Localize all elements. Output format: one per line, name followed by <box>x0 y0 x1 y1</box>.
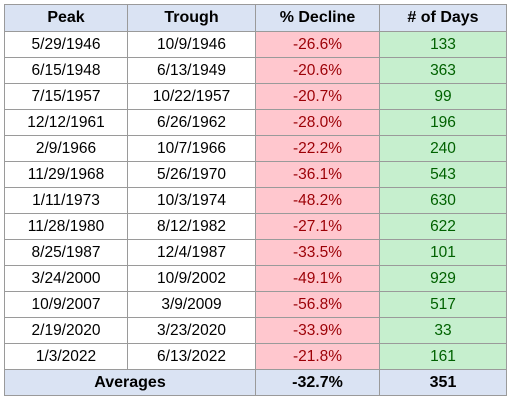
averages-label: Averages <box>4 369 256 396</box>
trough-cell: 5/26/1970 <box>127 161 256 188</box>
days-cell: 196 <box>379 109 507 136</box>
table-footer: Averages -32.7% 351 <box>4 369 507 396</box>
trough-cell: 8/12/1982 <box>127 213 256 240</box>
days-cell: 133 <box>379 31 507 58</box>
header-row: Peak Trough % Decline # of Days <box>4 4 507 32</box>
header-peak: Peak <box>4 4 128 32</box>
decline-cell: -20.6% <box>255 57 380 84</box>
trough-cell: 3/9/2009 <box>127 291 256 318</box>
peak-cell: 8/25/1987 <box>4 239 128 266</box>
days-cell: 929 <box>379 265 507 292</box>
decline-cell: -28.0% <box>255 109 380 136</box>
trough-cell: 6/13/2022 <box>127 343 256 370</box>
days-cell: 33 <box>379 317 507 344</box>
table-row: 11/28/1980 8/12/1982 -27.1% 622 <box>4 213 507 240</box>
table-header: Peak Trough % Decline # of Days <box>4 4 507 32</box>
trough-cell: 6/13/1949 <box>127 57 256 84</box>
trough-cell: 12/4/1987 <box>127 239 256 266</box>
decline-cell: -22.2% <box>255 135 380 162</box>
trough-cell: 10/7/1966 <box>127 135 256 162</box>
decline-cell: -26.6% <box>255 31 380 58</box>
average-days: 351 <box>379 369 507 396</box>
peak-cell: 10/9/2007 <box>4 291 128 318</box>
decline-cell: -49.1% <box>255 265 380 292</box>
days-cell: 517 <box>379 291 507 318</box>
days-cell: 99 <box>379 83 507 110</box>
days-cell: 161 <box>379 343 507 370</box>
decline-cell: -56.8% <box>255 291 380 318</box>
peak-cell: 11/28/1980 <box>4 213 128 240</box>
decline-cell: -21.8% <box>255 343 380 370</box>
table-row: 2/19/2020 3/23/2020 -33.9% 33 <box>4 317 507 344</box>
averages-row: Averages -32.7% 351 <box>4 369 507 396</box>
table-row: 2/9/1966 10/7/1966 -22.2% 240 <box>4 135 507 162</box>
header-days: # of Days <box>379 4 507 32</box>
peak-cell: 11/29/1968 <box>4 161 128 188</box>
days-cell: 101 <box>379 239 507 266</box>
table-row: 3/24/2000 10/9/2002 -49.1% 929 <box>4 265 507 292</box>
table-row: 5/29/1946 10/9/1946 -26.6% 133 <box>4 31 507 58</box>
trough-cell: 10/3/1974 <box>127 187 256 214</box>
trough-cell: 10/9/2002 <box>127 265 256 292</box>
table-body: 5/29/1946 10/9/1946 -26.6% 133 6/15/1948 6/13… <box>4 31 507 370</box>
decline-cell: -27.1% <box>255 213 380 240</box>
table-row: 8/25/1987 12/4/1987 -33.5% 101 <box>4 239 507 266</box>
days-cell: 622 <box>379 213 507 240</box>
decline-cell: -48.2% <box>255 187 380 214</box>
table-row: 6/15/1948 6/13/1949 -20.6% 363 <box>4 57 507 84</box>
table-row: 1/3/2022 6/13/2022 -21.8% 161 <box>4 343 507 370</box>
table-row: 11/29/1968 5/26/1970 -36.1% 543 <box>4 161 507 188</box>
table-row: 10/9/2007 3/9/2009 -56.8% 517 <box>4 291 507 318</box>
days-cell: 630 <box>379 187 507 214</box>
decline-cell: -33.9% <box>255 317 380 344</box>
table-row: 7/15/1957 10/22/1957 -20.7% 99 <box>4 83 507 110</box>
peak-cell: 5/29/1946 <box>4 31 128 58</box>
bear-market-table: Peak Trough % Decline # of Days 5/29/194… <box>4 4 507 396</box>
header-decline: % Decline <box>255 4 380 32</box>
peak-cell: 2/9/1966 <box>4 135 128 162</box>
table-row: 12/12/1961 6/26/1962 -28.0% 196 <box>4 109 507 136</box>
trough-cell: 6/26/1962 <box>127 109 256 136</box>
peak-cell: 7/15/1957 <box>4 83 128 110</box>
peak-cell: 2/19/2020 <box>4 317 128 344</box>
decline-cell: -36.1% <box>255 161 380 188</box>
peak-cell: 1/11/1973 <box>4 187 128 214</box>
days-cell: 363 <box>379 57 507 84</box>
peak-cell: 3/24/2000 <box>4 265 128 292</box>
peak-cell: 1/3/2022 <box>4 343 128 370</box>
trough-cell: 10/9/1946 <box>127 31 256 58</box>
trough-cell: 3/23/2020 <box>127 317 256 344</box>
average-decline: -32.7% <box>255 369 380 396</box>
days-cell: 543 <box>379 161 507 188</box>
header-trough: Trough <box>127 4 256 32</box>
trough-cell: 10/22/1957 <box>127 83 256 110</box>
table-row: 1/11/1973 10/3/1974 -48.2% 630 <box>4 187 507 214</box>
decline-cell: -33.5% <box>255 239 380 266</box>
days-cell: 240 <box>379 135 507 162</box>
peak-cell: 12/12/1961 <box>4 109 128 136</box>
decline-cell: -20.7% <box>255 83 380 110</box>
peak-cell: 6/15/1948 <box>4 57 128 84</box>
